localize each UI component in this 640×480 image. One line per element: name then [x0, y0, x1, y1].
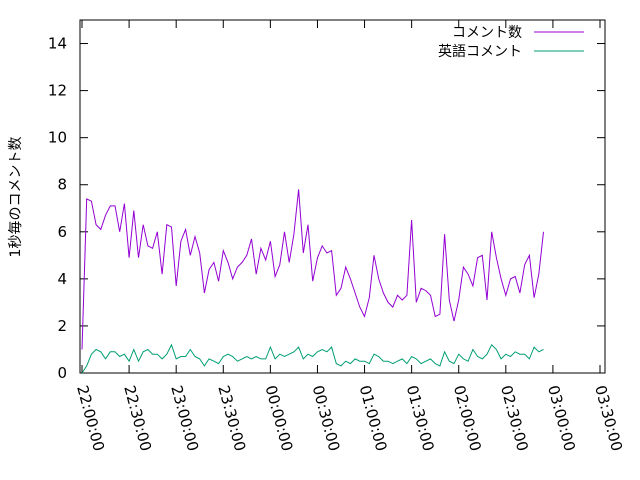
plot-frame	[79, 19, 606, 374]
x-tick-label: 22:00:00	[73, 383, 108, 453]
legend-label-comments: コメント数	[452, 25, 522, 41]
x-tick-label: 02:30:00	[497, 383, 532, 453]
y-tick-label: 10	[48, 129, 67, 147]
y-axis-label: 1秒毎のコメント数	[8, 137, 24, 258]
series-lines	[81, 189, 544, 374]
legend-label-english-comments: 英語コメント	[438, 43, 522, 60]
series-line-english-comments	[81, 343, 544, 374]
x-tick-label: 22:30:00	[120, 383, 155, 453]
y-tick-label: 12	[48, 82, 67, 100]
y-axis: 0 2 4 6 8 10 12 14	[48, 35, 605, 382]
y-tick-label: 0	[57, 364, 67, 382]
y-tick-label: 2	[57, 317, 67, 335]
x-tick-label: 03:30:00	[591, 383, 626, 453]
x-tick-label: 23:00:00	[167, 383, 202, 453]
series-line-comments	[81, 189, 544, 350]
y-tick-label: 4	[57, 270, 67, 288]
x-tick-label: 23:30:00	[214, 383, 249, 453]
x-tick-label: 03:00:00	[544, 383, 579, 453]
y-tick-label: 14	[48, 35, 67, 53]
y-tick-label: 6	[57, 223, 67, 241]
x-tick-label: 01:30:00	[403, 383, 438, 453]
x-tick-label: 00:30:00	[309, 383, 344, 453]
x-tick-label: 01:00:00	[356, 383, 391, 453]
x-tick-label: 02:00:00	[450, 383, 485, 453]
legend: コメント数 英語コメント	[438, 25, 584, 60]
y-tick-label: 8	[57, 176, 67, 194]
x-tick-label: 00:00:00	[261, 383, 296, 453]
